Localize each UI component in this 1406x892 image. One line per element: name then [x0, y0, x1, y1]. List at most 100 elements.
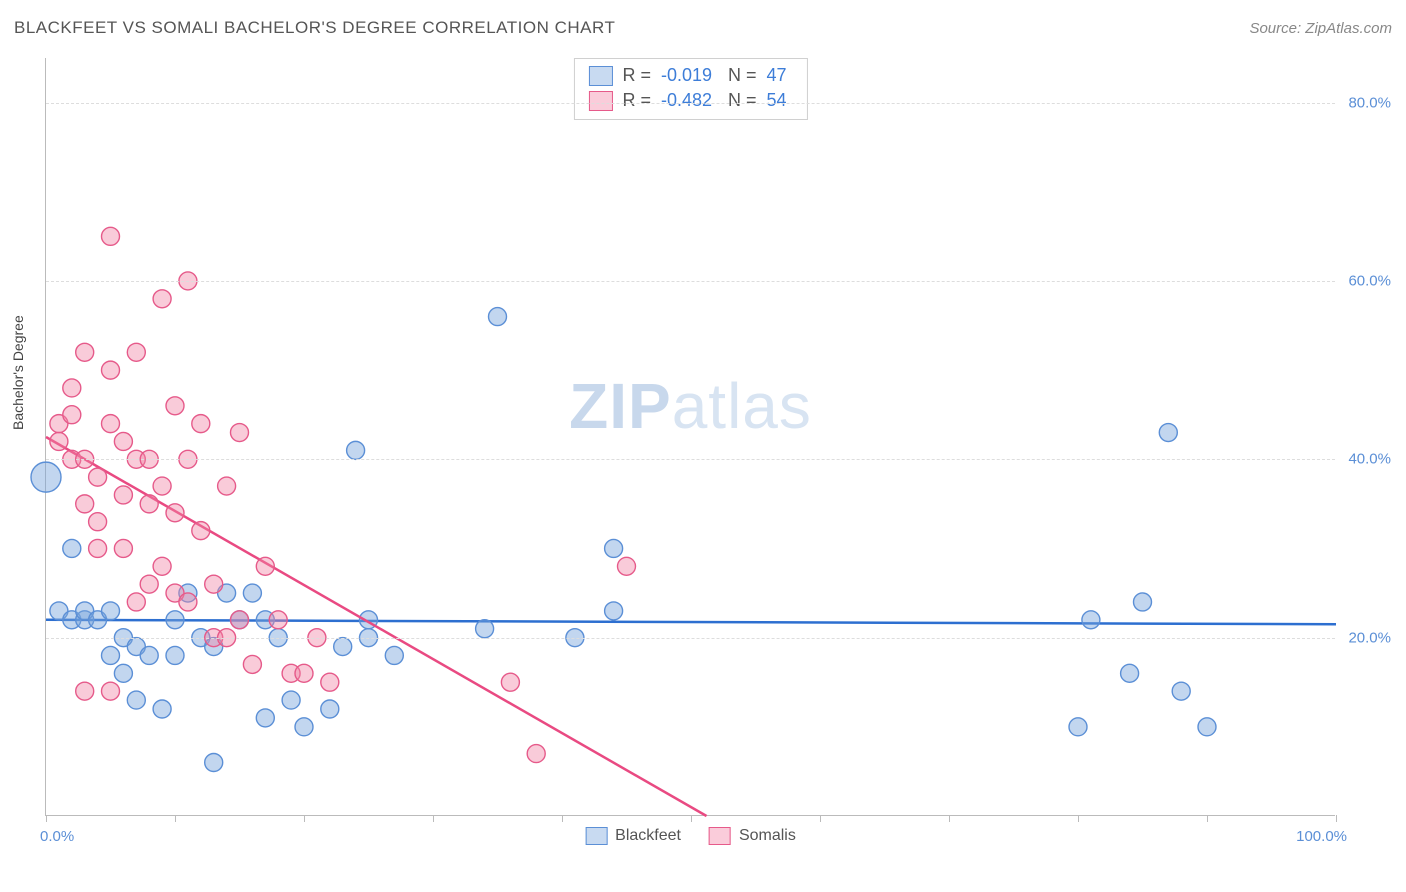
- legend-label: Somalis: [739, 827, 796, 845]
- data-point: [140, 575, 158, 593]
- chart-source: Source: ZipAtlas.com: [1249, 20, 1392, 37]
- data-point: [218, 477, 236, 495]
- scatter-svg: [46, 58, 1335, 815]
- chart-title: BLACKFEET VS SOMALI BACHELOR'S DEGREE CO…: [14, 18, 615, 38]
- data-point: [140, 495, 158, 513]
- data-point: [295, 664, 313, 682]
- data-point: [618, 557, 636, 575]
- gridline-h: [46, 638, 1335, 639]
- data-point: [243, 584, 261, 602]
- data-point: [192, 415, 210, 433]
- data-point: [153, 700, 171, 718]
- data-point: [89, 539, 107, 557]
- data-point: [63, 379, 81, 397]
- data-point: [1198, 718, 1216, 736]
- gridline-h: [46, 459, 1335, 460]
- data-point: [231, 611, 249, 629]
- data-point: [127, 691, 145, 709]
- data-point: [501, 673, 519, 691]
- legend-swatch: [585, 827, 607, 845]
- data-point: [1069, 718, 1087, 736]
- data-point: [166, 611, 184, 629]
- x-axis-max: 100.0%: [1296, 828, 1347, 845]
- data-point: [476, 620, 494, 638]
- data-point: [153, 477, 171, 495]
- data-point: [1082, 611, 1100, 629]
- data-point: [140, 646, 158, 664]
- legend-swatch: [709, 827, 731, 845]
- x-axis-min: 0.0%: [40, 828, 74, 845]
- data-point: [385, 646, 403, 664]
- y-tick-label: 20.0%: [1348, 629, 1391, 646]
- data-point: [166, 646, 184, 664]
- series-legend: Blackfeet Somalis: [585, 827, 796, 845]
- data-point: [114, 432, 132, 450]
- data-point: [321, 700, 339, 718]
- data-point: [153, 557, 171, 575]
- data-point: [89, 468, 107, 486]
- data-point: [153, 290, 171, 308]
- data-point-large: [31, 462, 61, 492]
- y-axis-label: Bachelor's Degree: [10, 315, 26, 430]
- data-point: [256, 709, 274, 727]
- data-point: [166, 397, 184, 415]
- data-point: [50, 432, 68, 450]
- data-point: [166, 504, 184, 522]
- x-tick-mark: [1207, 815, 1208, 822]
- legend-item: Somalis: [709, 827, 796, 845]
- data-point: [295, 718, 313, 736]
- data-point: [114, 486, 132, 504]
- data-point: [89, 513, 107, 531]
- regression-line: [46, 437, 707, 816]
- data-point: [102, 682, 120, 700]
- data-point: [63, 406, 81, 424]
- x-tick-mark: [1078, 815, 1079, 822]
- data-point: [76, 682, 94, 700]
- data-point: [1121, 664, 1139, 682]
- data-point: [76, 343, 94, 361]
- chart-header: BLACKFEET VS SOMALI BACHELOR'S DEGREE CO…: [14, 18, 1392, 38]
- data-point: [1159, 424, 1177, 442]
- data-point: [256, 557, 274, 575]
- data-point: [282, 691, 300, 709]
- data-point: [321, 673, 339, 691]
- data-point: [192, 522, 210, 540]
- x-tick-mark: [46, 815, 47, 822]
- legend-label: Blackfeet: [615, 827, 681, 845]
- data-point: [489, 308, 507, 326]
- data-point: [179, 593, 197, 611]
- plot-area: ZIPatlas R =-0.019N =47R =-0.482N =54 Bl…: [45, 58, 1335, 816]
- data-point: [605, 602, 623, 620]
- data-point: [243, 655, 261, 673]
- data-point: [1134, 593, 1152, 611]
- data-point: [127, 343, 145, 361]
- x-tick-mark: [562, 815, 563, 822]
- data-point: [102, 646, 120, 664]
- x-tick-mark: [1336, 815, 1337, 822]
- data-point: [205, 575, 223, 593]
- data-point: [1172, 682, 1190, 700]
- y-tick-label: 40.0%: [1348, 451, 1391, 468]
- y-tick-label: 80.0%: [1348, 94, 1391, 111]
- y-tick-label: 60.0%: [1348, 272, 1391, 289]
- data-point: [76, 495, 94, 513]
- x-tick-mark: [949, 815, 950, 822]
- data-point: [527, 745, 545, 763]
- data-point: [605, 539, 623, 557]
- x-tick-mark: [433, 815, 434, 822]
- gridline-h: [46, 103, 1335, 104]
- data-point: [114, 664, 132, 682]
- data-point: [102, 602, 120, 620]
- data-point: [347, 441, 365, 459]
- data-point: [63, 539, 81, 557]
- legend-item: Blackfeet: [585, 827, 681, 845]
- x-tick-mark: [691, 815, 692, 822]
- data-point: [127, 593, 145, 611]
- data-point: [334, 638, 352, 656]
- data-point: [102, 361, 120, 379]
- data-point: [102, 227, 120, 245]
- data-point: [102, 415, 120, 433]
- data-point: [114, 539, 132, 557]
- data-point: [231, 424, 249, 442]
- data-point: [205, 753, 223, 771]
